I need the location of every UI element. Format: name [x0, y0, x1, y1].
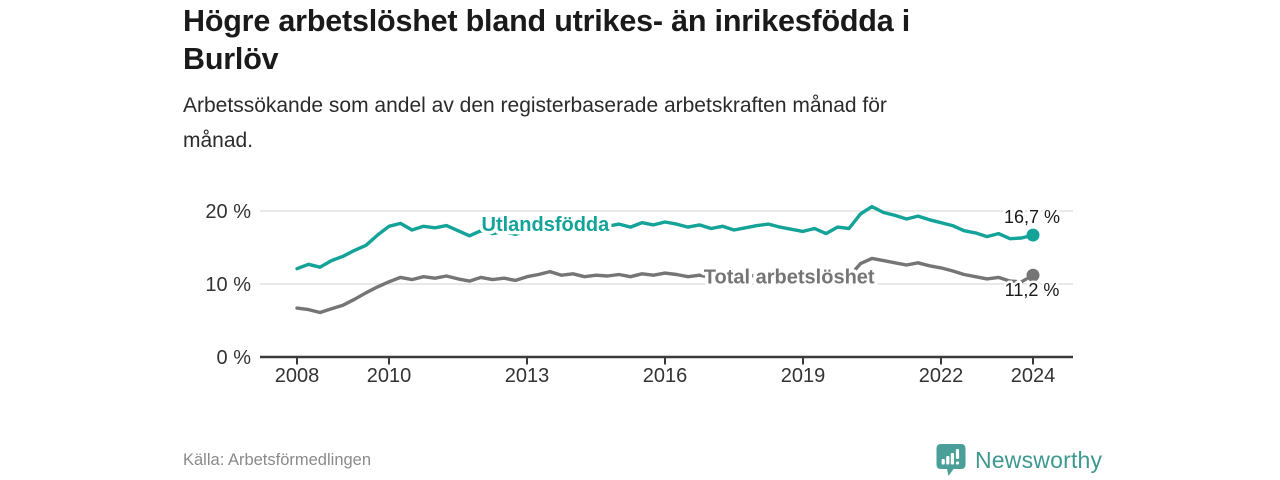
svg-text:2008: 2008 [275, 365, 320, 387]
page-title: Högre arbetslöshet bland utrikes- än inr… [183, 4, 911, 76]
newsworthy-logo: Newsworthy [936, 443, 1102, 477]
svg-text:11,2 %: 11,2 % [1005, 280, 1060, 300]
svg-text:Utlandsfödda: Utlandsfödda [482, 214, 611, 236]
svg-text:2024: 2024 [1011, 365, 1056, 387]
svg-text:20 %: 20 % [205, 201, 251, 223]
svg-text:10 %: 10 % [205, 274, 251, 296]
bar-chart-speech-bubble-icon [936, 444, 966, 476]
svg-text:16,7 %: 16,7 % [1004, 207, 1060, 227]
newsworthy-wordmark: Newsworthy [975, 446, 1103, 473]
svg-text:2019: 2019 [781, 365, 826, 387]
source-note: Källa: Arbetsförmedlingen [183, 451, 372, 469]
chart-subtitle: Arbetssökande som andel av den registerb… [183, 94, 887, 152]
svg-text:0 %: 0 % [217, 347, 252, 369]
svg-text:2016: 2016 [643, 365, 688, 387]
svg-text:2022: 2022 [919, 365, 964, 387]
svg-text:Total arbetslöshet: Total arbetslöshet [704, 267, 875, 289]
svg-text:2010: 2010 [367, 365, 412, 387]
svg-text:2013: 2013 [505, 365, 550, 387]
